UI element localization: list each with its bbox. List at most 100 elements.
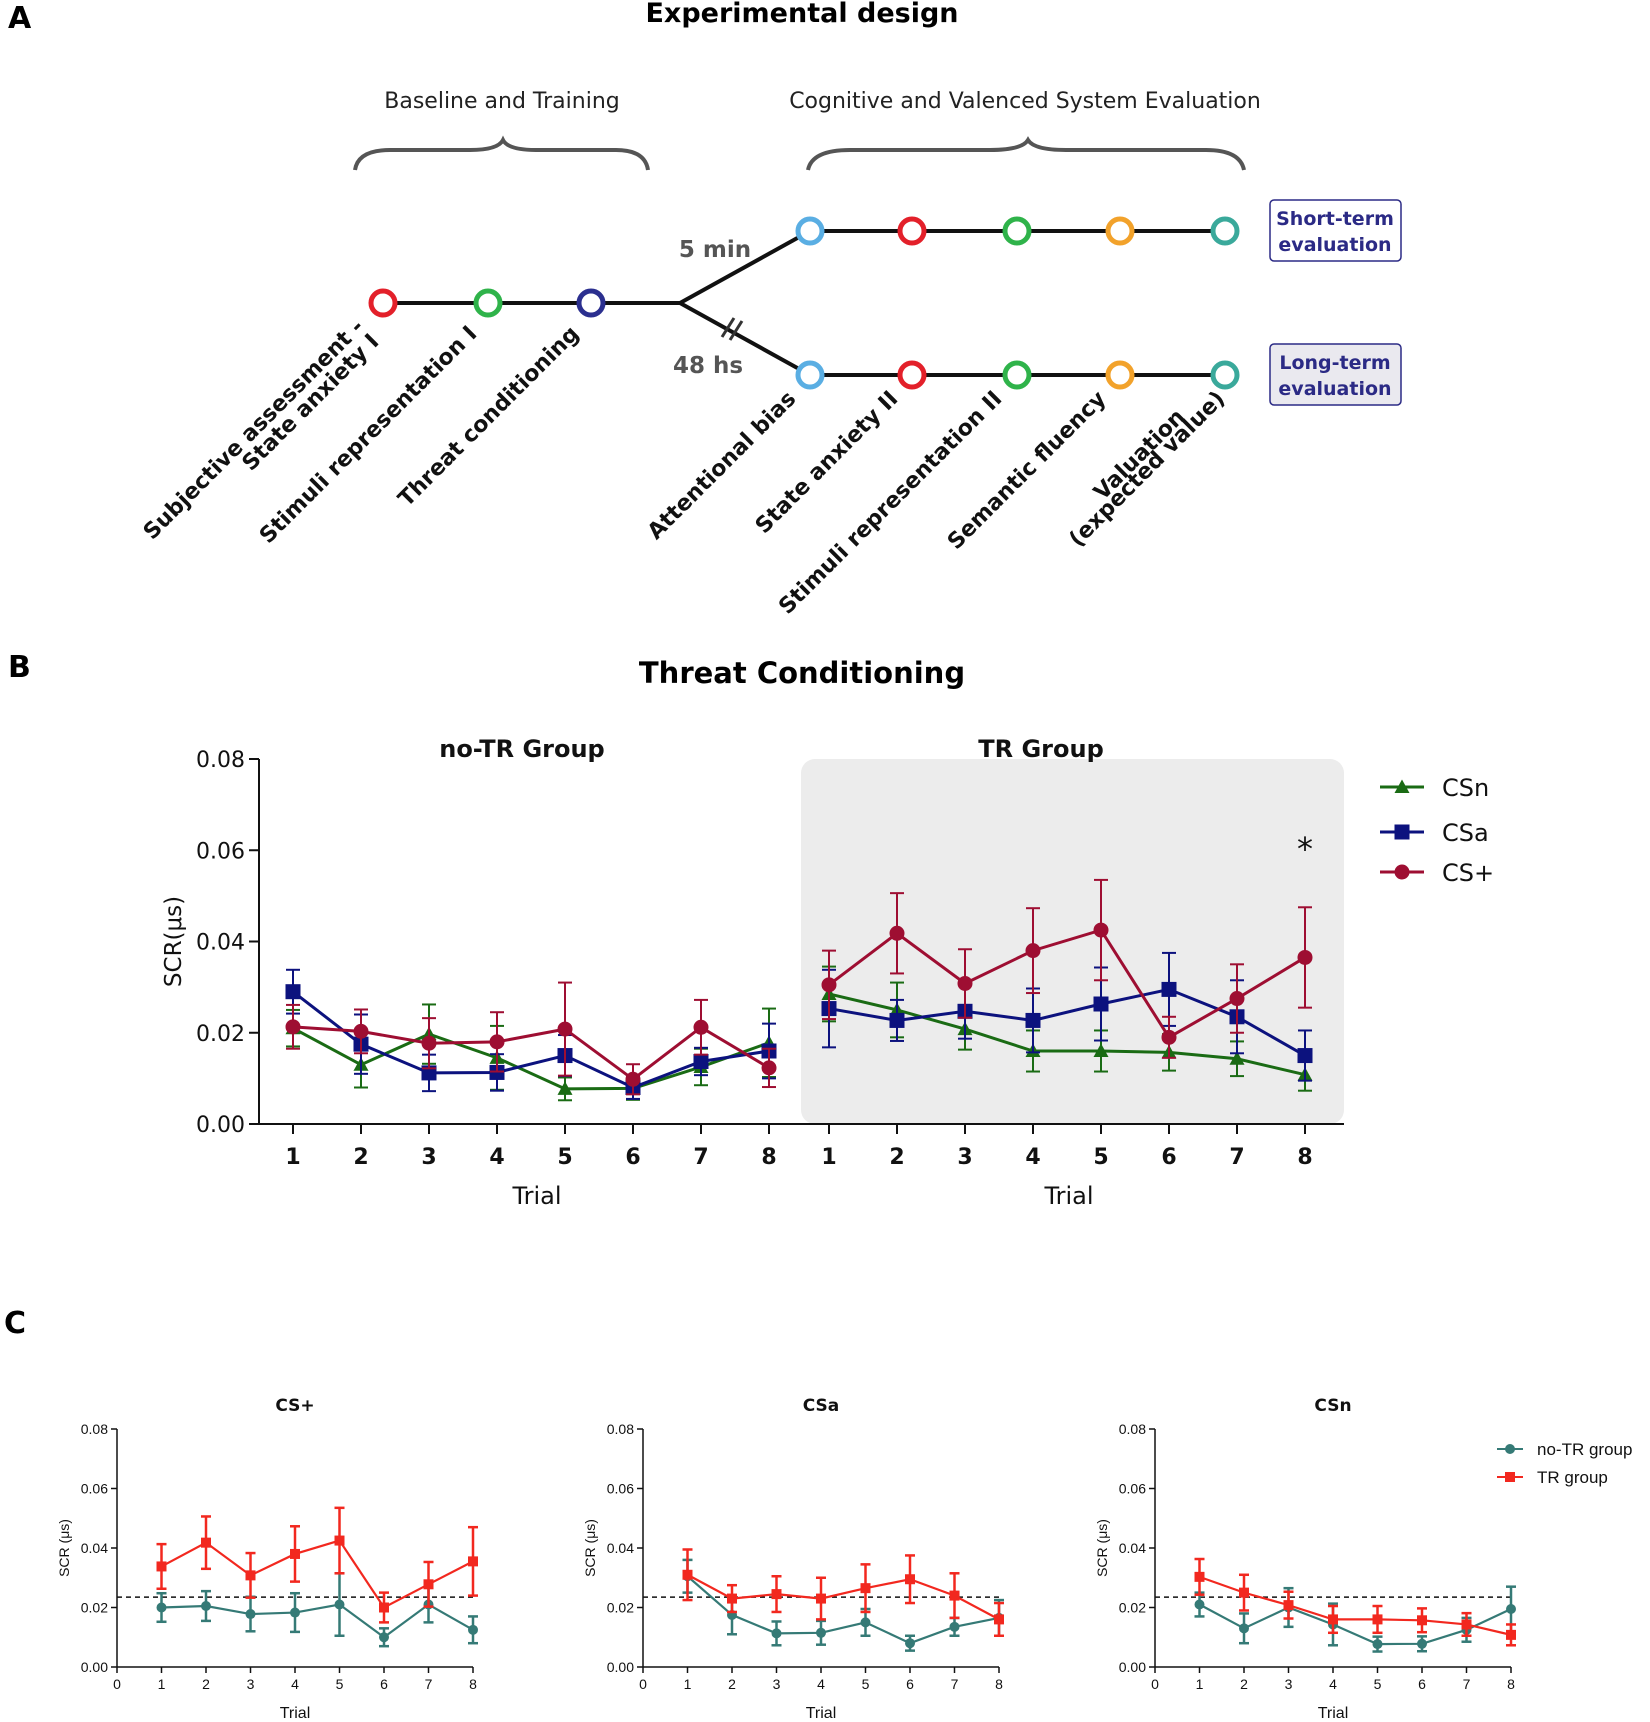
- legend-label-0: no-TR group: [1537, 1440, 1632, 1459]
- data-point-tr: [949, 1590, 960, 1601]
- x-axis-label-right: Trial: [1043, 1182, 1093, 1210]
- x-tick-label: 1: [285, 1145, 300, 1170]
- phase-baseline-label: Baseline and Training: [384, 89, 619, 114]
- series-line-csn-no-tr: [292, 1026, 770, 1091]
- data-point-csn-no-tr: [557, 1081, 573, 1095]
- data-point-no-tr: [201, 1601, 211, 1612]
- timeline-lines: [383, 229, 1225, 377]
- brace-baseline-icon: [353, 135, 650, 171]
- series-line-tr: [160, 1539, 474, 1609]
- panel-b-title: Threat Conditioning: [639, 656, 965, 690]
- x-tick-label: 8: [469, 1676, 477, 1692]
- data-point-no-tr: [860, 1617, 871, 1628]
- x-tick-label: 4: [1025, 1145, 1040, 1170]
- x-tick-label: 6: [380, 1676, 388, 1692]
- node-long-stimuli-rep: [1002, 360, 1032, 390]
- data-point-csa-no-tr: [693, 1053, 709, 1069]
- group-title-tr: TR Group: [978, 735, 1104, 763]
- phase-evaluation-label: Cognitive and Valenced System Evaluation: [789, 89, 1261, 114]
- data-point-tr: [156, 1561, 167, 1572]
- x-tick-label: 4: [817, 1676, 825, 1692]
- x-tick-label: 5: [336, 1676, 344, 1692]
- brace-evaluation-icon: [806, 136, 1246, 171]
- step-subjective-label-1: Subjective assessment -: [139, 315, 369, 545]
- series-line-tr: [686, 1573, 1000, 1621]
- data-point-csn-tr: [1229, 1051, 1245, 1065]
- data-point-csa-tr: [889, 1012, 905, 1028]
- data-point-no-tr: [468, 1624, 478, 1635]
- x-tick-label: 5: [862, 1676, 870, 1692]
- node-stimuli-rep-1: [473, 288, 503, 318]
- y-tick-label: 0.02: [196, 1022, 245, 1047]
- data-point-cs-plus-tr: [1229, 991, 1245, 1007]
- x-tick-label: 3: [247, 1676, 255, 1692]
- x-tick-label: 6: [906, 1676, 914, 1692]
- legend-marker-0: [1505, 1444, 1515, 1454]
- data-point-cs-plus-tr: [1297, 949, 1313, 965]
- series-line-cs-plus-tr: [828, 928, 1306, 1040]
- data-point-no-tr: [379, 1632, 389, 1643]
- x-tick-label: 0: [113, 1676, 121, 1692]
- data-point-tr: [905, 1574, 915, 1585]
- data-point-cs-plus-tr: [957, 975, 973, 991]
- data-point-cs-plus-no-tr: [285, 1019, 301, 1035]
- data-point-no-tr: [334, 1599, 345, 1610]
- panel-b-letter: B: [8, 650, 31, 685]
- data-point-no-tr: [949, 1621, 960, 1632]
- x-tick-label: 7: [1229, 1145, 1244, 1170]
- y-axis-label: SCR (μs): [1094, 1519, 1110, 1577]
- panel-b: B Threat Conditioning 0.000.020.040.060.…: [8, 650, 1494, 1210]
- data-point-tr: [1328, 1614, 1338, 1625]
- short-term-box: Short-term evaluation: [1269, 199, 1402, 262]
- data-point-tr: [994, 1614, 1004, 1625]
- step-stimuli-rep-2-label: Stimuli representation II: [774, 387, 1007, 620]
- panel-a-letter: A: [8, 1, 32, 36]
- group-title-no-tr: no-TR Group: [439, 735, 605, 763]
- csa-chart: CSa 0.00 0.02 0.04 0.06 0.08 0 1 2 3 4 5 6 7 8 Trial SCR…: [582, 1396, 1004, 1722]
- node-short-attentional: [795, 216, 825, 246]
- data-point-csn-tr: [1093, 1043, 1109, 1057]
- data-point-no-tr: [156, 1602, 167, 1613]
- chart-title: CS+: [275, 1396, 314, 1416]
- data-point-tr: [334, 1535, 345, 1546]
- break-mark-icon: [720, 317, 744, 341]
- panel-c-letter: C: [4, 1306, 26, 1341]
- data-point-tr: [468, 1556, 478, 1567]
- data-point-no-tr: [1417, 1638, 1427, 1649]
- x-tick-label: 4: [489, 1145, 504, 1170]
- series-line-csa-no-tr: [292, 990, 770, 1090]
- short-term-label-line2: evaluation: [1278, 234, 1391, 256]
- node-long-valuation: [1210, 360, 1240, 390]
- data-point-csa-no-tr: [285, 984, 301, 1000]
- data-point-cs-plus-no-tr: [557, 1021, 573, 1037]
- x-axis-label: Trial: [806, 1705, 837, 1722]
- panel-a-title: Experimental design: [645, 0, 958, 29]
- y-tick-label: 0.08: [81, 1421, 108, 1437]
- data-point-tr: [816, 1593, 826, 1604]
- legend-marker-1: [1505, 1472, 1515, 1482]
- legend-label-1: TR group: [1537, 1468, 1608, 1487]
- data-point-tr: [1506, 1629, 1516, 1640]
- x-tick-label: 8: [995, 1676, 1003, 1692]
- x-tick-label: 2: [728, 1676, 736, 1692]
- node-state-anxiety-1: [368, 288, 398, 318]
- timeline-nodes: [368, 216, 1240, 390]
- data-point-cs-plus-tr: [821, 977, 837, 993]
- significance-star: *: [1297, 830, 1313, 868]
- y-axis-label: SCR (μs): [582, 1519, 598, 1577]
- data-point-cs-plus-no-tr: [421, 1035, 437, 1051]
- node-short-stimuli-rep: [1002, 216, 1032, 246]
- x-tick-label: 7: [1463, 1676, 1471, 1692]
- x-axis-label-left: Trial: [511, 1182, 561, 1210]
- x-tick-label: 7: [693, 1145, 708, 1170]
- data-point-cs-plus-no-tr: [625, 1071, 641, 1087]
- data-point-no-tr: [905, 1638, 915, 1649]
- x-tick-label: 7: [425, 1676, 433, 1692]
- data-point-csa-tr: [1093, 996, 1109, 1012]
- data-point-tr: [201, 1537, 211, 1548]
- y-tick-label: 0.06: [196, 839, 245, 864]
- legend-marker-0: [1394, 779, 1410, 793]
- step-threat-conditioning-label: Threat conditioning: [394, 322, 584, 512]
- series-line-no-tr: [161, 1603, 474, 1639]
